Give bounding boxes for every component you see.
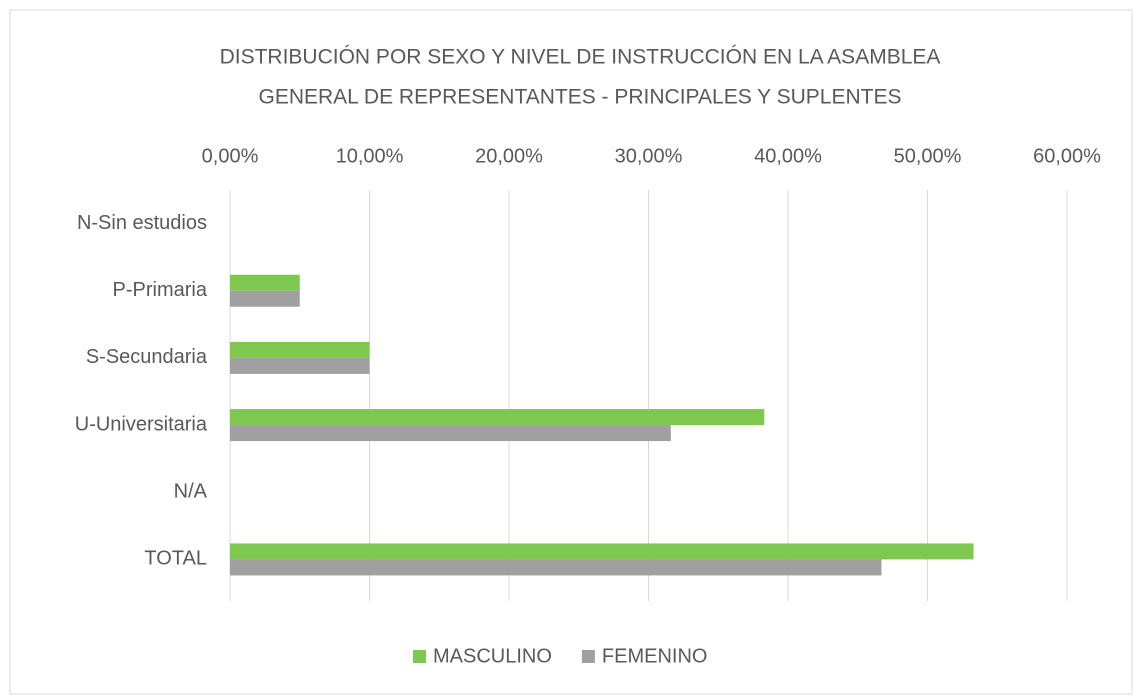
bar (230, 543, 974, 560)
bar (230, 341, 370, 358)
bar (230, 290, 300, 307)
y-tick-label: U-Universitaria (75, 413, 208, 435)
chart-title: DISTRIBUCIÓN POR SEXO Y NIVEL DE INSTRUC… (220, 46, 941, 69)
x-tick-label: 30,00% (615, 145, 683, 167)
chart-title: GENERAL DE REPRESENTANTES - PRINCIPALES … (258, 86, 901, 109)
x-tick-label: 40,00% (754, 145, 822, 167)
chart-border (9, 9, 1133, 695)
bar (230, 409, 765, 426)
bar (230, 274, 300, 291)
x-tick-label: 20,00% (475, 145, 543, 167)
x-tick-label: 10,00% (336, 145, 404, 167)
legend-swatch (581, 650, 595, 663)
x-tick-label: 60,00% (1033, 145, 1101, 167)
bar (230, 559, 882, 576)
y-tick-label: TOTAL (144, 548, 207, 570)
legend-label: FEMENINO (602, 645, 708, 667)
y-tick-label: N/A (174, 481, 208, 503)
legend-label: MASCULINO (433, 645, 552, 667)
bar (230, 357, 370, 374)
y-tick-label: N-Sin estudios (77, 212, 207, 234)
y-tick-label: P-Primaria (113, 279, 208, 301)
y-tick-label: S-Secundaria (86, 346, 208, 368)
bar (230, 425, 671, 442)
x-tick-label: 50,00% (894, 145, 962, 167)
x-tick-label: 0,00% (202, 145, 259, 167)
legend-swatch (413, 650, 426, 663)
